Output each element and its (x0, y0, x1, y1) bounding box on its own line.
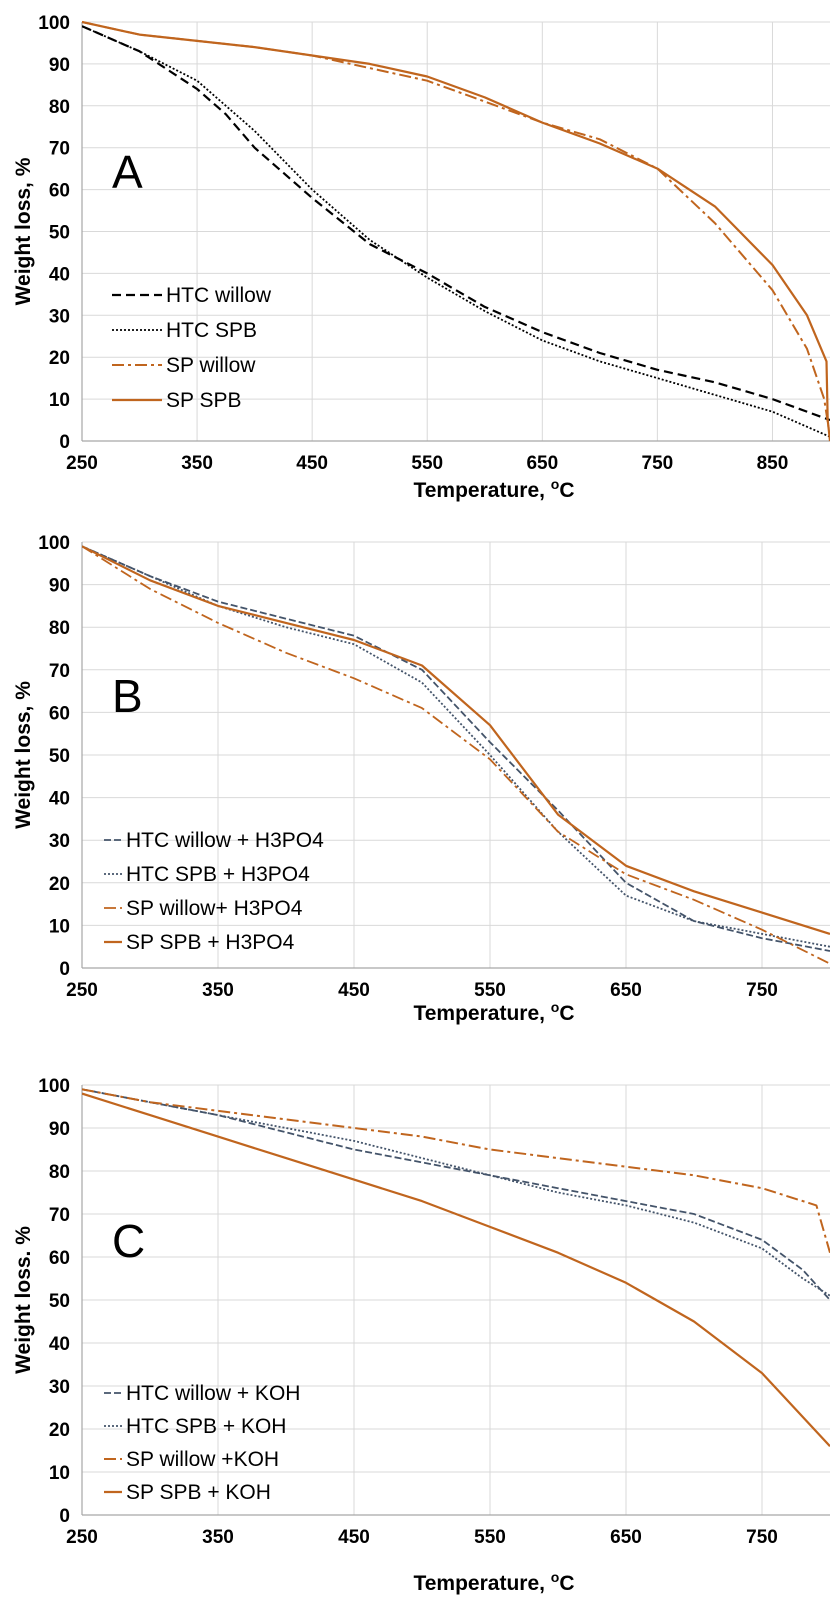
x-tick-label: 650 (526, 453, 558, 474)
y-tick-label: 100 (38, 533, 70, 554)
x-tick-label: 750 (642, 453, 674, 474)
y-tick-label: 30 (49, 306, 70, 327)
x-tick-label: 450 (296, 453, 328, 474)
y-tick-label: 20 (49, 874, 70, 895)
y-tick-label: 60 (49, 181, 70, 202)
x-tick-label: 350 (181, 453, 213, 474)
x-axis-title: Temperature, oC (413, 1569, 574, 1595)
legend-label: HTC SPB (166, 319, 257, 342)
x-tick-label: 450 (338, 1527, 370, 1548)
chart-panel-a: 0 10 20 30 40 50 60 70 80 90 100 250 350 450 550 650 750… (12, 13, 830, 502)
x-tick-label: 350 (202, 980, 234, 1001)
y-tick-label: 60 (49, 1248, 70, 1269)
x-axis-title: Temperature, oC (413, 476, 574, 502)
series-line-1 (82, 545, 830, 952)
x-tick-label: 850 (757, 453, 789, 474)
y-tick-label: 70 (49, 1205, 70, 1226)
legend-label: SP willow (166, 354, 256, 377)
y-tick-label: 70 (49, 661, 70, 682)
y-tick-label: 0 (59, 1506, 70, 1527)
legend-label: SP willow +KOH (126, 1448, 279, 1471)
legend-label: HTC SPB + KOH (126, 1415, 286, 1438)
legend-label: SP willow+ H3PO4 (126, 897, 303, 920)
y-tick-label: 10 (49, 390, 70, 411)
x-tick-label: 250 (66, 980, 98, 1001)
y-tick-label: 90 (49, 576, 70, 597)
y-tick-label: 80 (49, 618, 70, 639)
y-tick-label: 40 (49, 789, 70, 810)
x-tick-label: 550 (474, 1527, 506, 1548)
x-tick-label: 750 (746, 980, 778, 1001)
y-axis-title: Weight loss, % (12, 681, 35, 829)
y-tick-label: 50 (49, 746, 70, 767)
x-tick-label: 250 (66, 1527, 98, 1548)
y-tick-label: 0 (59, 432, 70, 453)
y-tick-label: 30 (49, 831, 70, 852)
panel-letter: B (112, 670, 143, 722)
legend-label: SP SPB + H3PO4 (126, 931, 295, 954)
y-tick-label: 50 (49, 223, 70, 244)
panel-letter: A (112, 146, 143, 198)
y-tick-label: 80 (49, 1162, 70, 1183)
y-tick-label: 20 (49, 1420, 70, 1441)
legend-label: HTC willow (166, 284, 272, 307)
panel-letter: C (112, 1215, 145, 1267)
series-line-2 (82, 25, 830, 438)
legend-label: SP SPB (166, 389, 242, 412)
y-tick-label: 10 (49, 916, 70, 937)
legend-label: SP SPB + KOH (126, 1481, 271, 1504)
y-axis-title: Weight loss, % (12, 157, 35, 305)
x-tick-label: 650 (610, 1527, 642, 1548)
y-tick-label: 40 (49, 264, 70, 285)
y-tick-label: 80 (49, 97, 70, 118)
x-tick-label: 650 (610, 980, 642, 1001)
y-tick-label: 90 (49, 55, 70, 76)
y-axis-title: Weight loss. % (12, 1226, 35, 1374)
series-line-4 (82, 1092, 830, 1447)
x-tick-label: 550 (411, 453, 443, 474)
y-tick-label: 100 (38, 1076, 70, 1097)
x-tick-label: 550 (474, 980, 506, 1001)
chart-panel-b: 0 10 20 30 40 50 60 70 80 90 100 250 350 450 550 650 750… (12, 533, 830, 1025)
y-tick-label: 20 (49, 348, 70, 369)
x-axis-title: Temperature, oC (413, 999, 574, 1025)
series-line-1 (82, 25, 830, 422)
x-tick-label: 250 (66, 453, 98, 474)
y-tick-label: 100 (38, 13, 70, 34)
legend-label: HTC SPB + H3PO4 (126, 863, 310, 886)
y-tick-label: 40 (49, 1334, 70, 1355)
chart-panel-c: 0 10 20 30 40 50 60 70 80 90 100 250 350 450 550 650 750… (12, 1076, 830, 1595)
y-tick-label: 60 (49, 703, 70, 724)
x-tick-label: 750 (746, 1527, 778, 1548)
y-tick-label: 30 (49, 1377, 70, 1398)
y-tick-label: 70 (49, 139, 70, 160)
series-line-2 (82, 1088, 830, 1297)
x-tick-label: 450 (338, 980, 370, 1001)
y-tick-label: 0 (59, 959, 70, 980)
y-tick-label: 90 (49, 1119, 70, 1140)
y-tick-label: 50 (49, 1291, 70, 1312)
legend-label: HTC willow + KOH (126, 1382, 300, 1405)
legend-label: HTC willow + H3PO4 (126, 829, 324, 852)
series-line-3 (82, 545, 830, 965)
y-tick-label: 10 (49, 1463, 70, 1484)
series-line-4 (82, 545, 830, 935)
x-tick-label: 350 (202, 1527, 234, 1548)
series-line-4 (82, 20, 830, 442)
